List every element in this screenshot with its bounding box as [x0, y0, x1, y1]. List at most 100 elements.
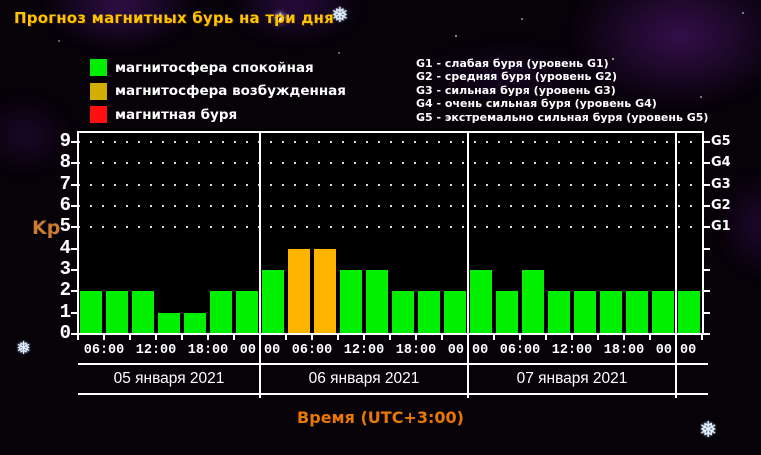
x-axis-tick	[259, 335, 261, 340]
time-tick-label: 00:00	[239, 343, 281, 358]
kp-bar	[314, 248, 336, 333]
date-label: 06 января 2021	[308, 370, 420, 387]
time-tick-label: 12:00	[343, 343, 385, 358]
gridline-level-9	[78, 141, 702, 143]
x-axis-tick	[311, 335, 313, 340]
kp-bar	[132, 291, 154, 333]
x-axis-tick	[415, 335, 417, 340]
right-axis-tick	[704, 183, 710, 186]
star	[700, 96, 702, 98]
x-axis-tick	[77, 335, 79, 340]
time-tick-label: 00:00	[447, 343, 489, 358]
x-axis-tick	[337, 335, 339, 340]
time-tick-label: 12:00	[135, 343, 177, 358]
kp-bar	[80, 291, 102, 333]
g-level-label: G5	[711, 134, 731, 149]
legend-swatch-storm	[90, 106, 107, 123]
time-tick-label: 06:00	[291, 343, 333, 358]
y-axis-tick	[71, 311, 77, 314]
star	[521, 18, 523, 20]
kp-bar	[288, 248, 310, 333]
g-level-label: G1	[711, 219, 731, 235]
gridline-level-7	[78, 183, 702, 186]
right-axis-tick	[704, 333, 710, 335]
kp-bar	[262, 270, 284, 333]
legend-item-calm: магнитосфера спокойная	[90, 59, 314, 76]
y-axis-tick	[71, 290, 77, 293]
y-tick-label: 9	[59, 130, 71, 152]
legend-item-storm: магнитная буря	[90, 106, 237, 123]
storm-scale-line: G3 - сильная буря (уровень G3)	[416, 83, 616, 97]
time-tick-label: 06:00	[499, 343, 541, 358]
kp-bar	[392, 291, 414, 333]
date-label: 05 января 2021	[113, 370, 225, 387]
time-tick-label: 18:00	[395, 343, 437, 358]
time-tick-label: 00:00	[655, 343, 697, 358]
right-axis-tick	[704, 290, 710, 293]
y-tick-label: 3	[59, 258, 71, 280]
x-axis-tick	[155, 335, 157, 340]
y-axis-tick	[71, 226, 77, 229]
y-tick-label: 7	[59, 172, 71, 195]
x-axis-tick	[285, 335, 287, 340]
date-label: 07 января 2021	[516, 370, 628, 387]
y-axis-tick	[71, 162, 77, 165]
kp-bar	[184, 312, 206, 333]
date-band-bottom-line	[78, 393, 708, 395]
kp-bar	[652, 291, 674, 333]
y-axis-tick	[71, 269, 77, 271]
y-axis-tick	[71, 333, 77, 335]
x-axis-tick	[441, 335, 443, 340]
gridline-level-6	[78, 205, 702, 207]
right-axis-tick	[704, 205, 710, 207]
star	[420, 118, 422, 120]
legend-label: магнитосфера спокойная	[115, 59, 314, 76]
y-axis-tick	[71, 247, 77, 250]
right-axis-tick	[704, 226, 710, 229]
kp-bar	[496, 291, 518, 333]
snowflake-icon: ❅	[699, 418, 718, 443]
kp-bar	[210, 291, 232, 333]
x-axis-tick	[233, 335, 235, 340]
x-axis-tick	[571, 335, 573, 340]
right-axis-tick	[704, 141, 710, 143]
x-axis-tick	[649, 335, 651, 340]
kp-bar	[678, 291, 700, 333]
star	[742, 12, 744, 14]
x-axis-tick	[181, 335, 183, 340]
right-axis-tick	[704, 311, 710, 314]
x-axis-tick	[467, 335, 469, 340]
y-tick-label: 8	[59, 151, 71, 174]
kp-bar	[158, 312, 180, 333]
kp-bar	[626, 291, 648, 333]
time-tick-label: 06:00	[83, 343, 125, 358]
star	[338, 52, 340, 54]
storm-scale-line: G1 - слабая буря (уровень G1)	[416, 57, 609, 70]
y-axis-tick	[71, 205, 77, 207]
right-axis-tick	[704, 269, 710, 271]
star	[58, 40, 60, 42]
y-tick-label: 5	[59, 215, 71, 238]
legend-item-excited: магнитосфера возбужденная	[90, 82, 346, 100]
kp-bar	[444, 291, 466, 333]
star	[455, 35, 457, 37]
legend-swatch-calm	[90, 59, 107, 76]
y-tick-label: 4	[59, 236, 71, 259]
day-separator	[675, 132, 677, 398]
day-separator	[467, 132, 469, 398]
snowflake-icon: ❅	[16, 338, 32, 359]
y-tick-label: 1	[59, 300, 71, 323]
x-axis-tick	[129, 335, 131, 340]
y-tick-label: 2	[59, 279, 71, 302]
x-axis-tick	[597, 335, 599, 340]
gridline-level-5	[78, 226, 702, 229]
kp-bar	[366, 270, 388, 333]
star-sparkle-icon: ✦	[273, 9, 288, 29]
y-tick-label: 6	[59, 194, 71, 216]
storm-scale-line: G5 - экстремально сильная буря (уровень …	[416, 110, 709, 124]
legend-label: магнитная буря	[115, 106, 238, 123]
y-tick-label: 0	[59, 322, 71, 344]
x-axis-tick	[207, 335, 209, 340]
kp-bar	[600, 291, 622, 333]
